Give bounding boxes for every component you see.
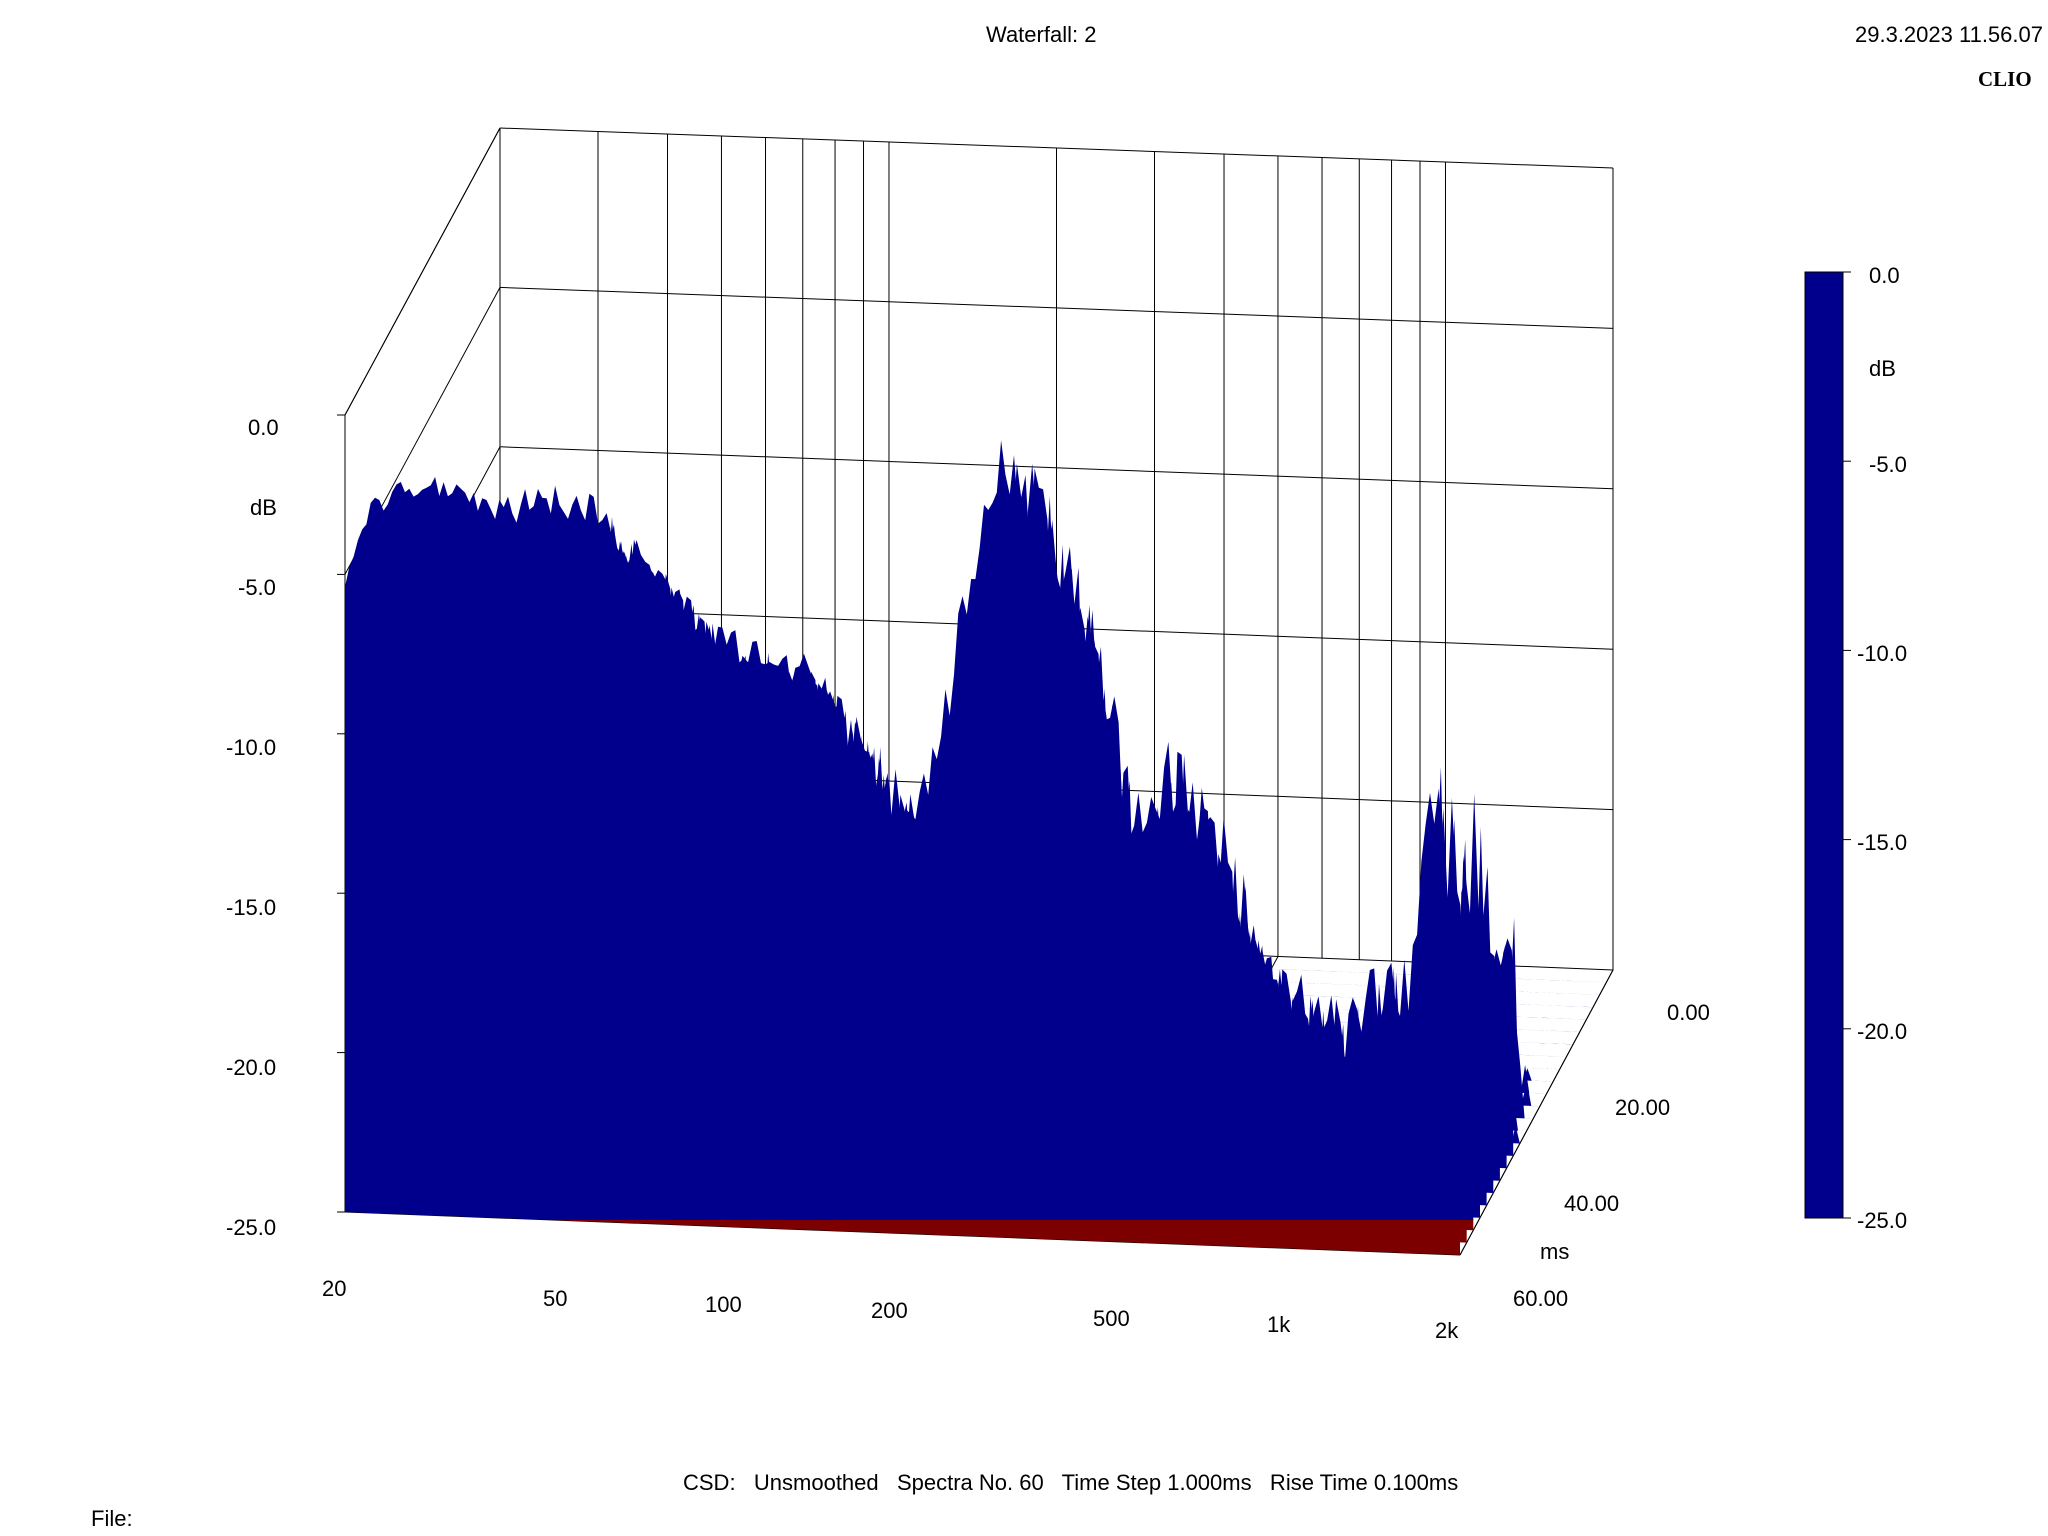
colorbar-unit: dB xyxy=(1869,356,1896,381)
colorbar-ticks xyxy=(1843,271,1851,1219)
left-wall-hline xyxy=(344,127,501,416)
x-tick-label-50: 50 xyxy=(543,1286,568,1311)
colorbar-label-5: -25.0 xyxy=(1857,1208,1908,1233)
colorbar-label-2: -10.0 xyxy=(1857,641,1908,666)
y-tick-label-2: -10.0 xyxy=(226,735,277,760)
csd-settings-line: CSD: Unsmoothed Spectra No. 60 Time Step… xyxy=(683,1470,1459,1495)
timestamp: 29.3.2023 11.56.07 xyxy=(1855,22,2043,47)
z-axis-unit: ms xyxy=(1540,1239,1570,1264)
colorbar-label-1: -5.0 xyxy=(1869,452,1907,477)
z-tick-label-0: 0.00 xyxy=(1667,1000,1710,1025)
x-tick-label-20: 20 xyxy=(322,1276,347,1301)
z-tick-label-60: 60.00 xyxy=(1513,1286,1569,1311)
colorbar xyxy=(1804,271,1844,1219)
file-label: File: xyxy=(91,1506,133,1531)
colorbar-label-3: -15.0 xyxy=(1857,830,1908,855)
y-tick-label-5: -25.0 xyxy=(226,1215,277,1240)
y-tick-label-4: -20.0 xyxy=(226,1055,277,1080)
floor-right-edge xyxy=(1459,969,1614,1256)
x-tick-label-2k: 2k xyxy=(1435,1318,1459,1343)
y-tick-label-3: -15.0 xyxy=(226,895,277,920)
z-tick-label-20: 20.00 xyxy=(1615,1095,1671,1120)
y-axis-unit: dB xyxy=(250,495,277,520)
z-tick-label-40: 40.00 xyxy=(1564,1191,1620,1216)
x-tick-label-100: 100 xyxy=(705,1292,742,1317)
x-tick-label-1k: 1k xyxy=(1267,1312,1291,1337)
chart-title: Waterfall: 2 xyxy=(986,22,1097,47)
y-tick-label-1: -5.0 xyxy=(238,575,276,600)
front-frame xyxy=(337,414,345,1213)
y-tick-label-0: 0.0 xyxy=(248,415,279,440)
brand-logo: CLIO xyxy=(1978,67,2032,91)
x-tick-label-500: 500 xyxy=(1093,1306,1130,1331)
waterfall-surface xyxy=(345,440,1613,1255)
colorbar-label-0: 0.0 xyxy=(1869,263,1900,288)
x-tick-label-200: 200 xyxy=(871,1298,908,1323)
waterfall-slice xyxy=(345,440,1460,1255)
colorbar-label-4: -20.0 xyxy=(1857,1019,1908,1044)
